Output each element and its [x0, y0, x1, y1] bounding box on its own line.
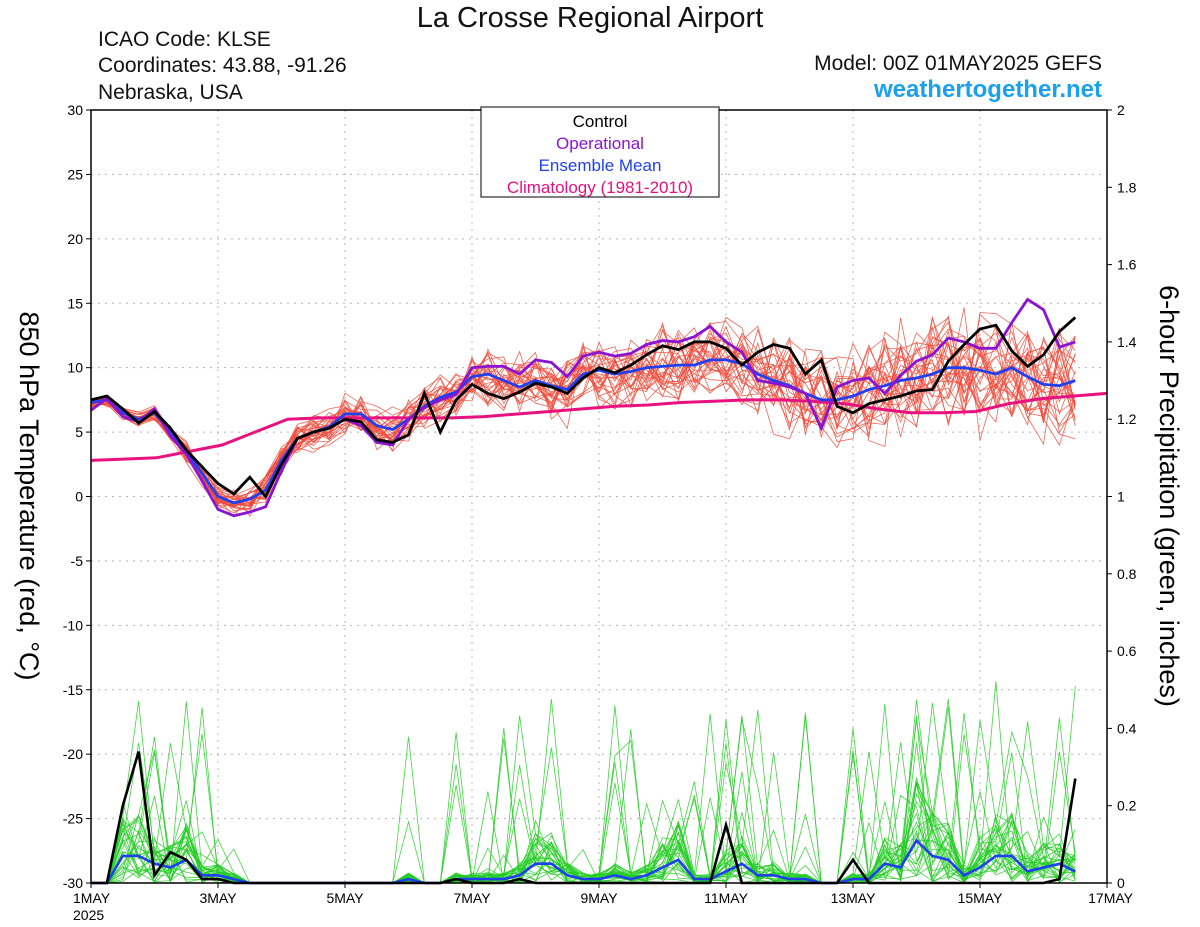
temperature-member-line: [90, 338, 1076, 508]
precipitation-member-line: [91, 752, 1076, 884]
left-axis-tick-label: 10: [67, 360, 83, 376]
x-axis-tick-label: 3MAY: [199, 890, 237, 906]
right-axis-tick-label: 1.4: [1117, 334, 1137, 350]
x-axis-tick-label: 9MAY: [580, 890, 618, 906]
left-axis-title: 850 hPa Temperature (red, °C): [14, 312, 44, 681]
left-axis-tick-label: -30: [63, 875, 83, 891]
precipitation-member-line: [91, 751, 1076, 884]
right-axis-tick-label: 0.4: [1117, 720, 1137, 736]
legend-entry: Climatology (1981-2010): [507, 178, 693, 197]
left-axis-tick-label: -10: [63, 617, 83, 633]
left-axis-tick-label: -25: [63, 811, 83, 827]
temp-operational-line: [90, 297, 1076, 518]
right-axis-tick-label: 1: [1117, 489, 1125, 505]
left-axis-tick-label: 15: [67, 295, 83, 311]
x-axis-tick-label: 13MAY: [831, 890, 877, 906]
location: Nebraska, USA: [98, 81, 243, 104]
right-axis-tick-label: 0: [1117, 875, 1125, 891]
right-axis-tick-label: 1.2: [1117, 411, 1137, 427]
website-link[interactable]: weathertogether.net: [873, 76, 1102, 103]
temperature-member-line: [90, 336, 1076, 499]
precipitation-member-line: [91, 734, 1076, 884]
temperature-member-line: [90, 347, 1076, 506]
left-axis-tick-label: -15: [63, 682, 83, 698]
right-axis-tick-label: 0.2: [1117, 798, 1137, 814]
right-axis-tick-label: 0.8: [1117, 566, 1137, 582]
temperature-member-line: [90, 334, 1076, 506]
left-axis-tick-label: 30: [67, 102, 83, 118]
left-axis-tick-label: 0: [75, 489, 83, 505]
left-axis-tick-label: 20: [67, 231, 83, 247]
x-axis-tick-label: 5MAY: [326, 890, 364, 906]
left-axis-tick-label: 25: [67, 166, 83, 182]
precip-control-line: [91, 751, 1077, 885]
x-axis-tick-label: 7MAY: [453, 890, 491, 906]
right-axis-tick-label: 0.6: [1117, 643, 1137, 659]
x-axis-tick-label: 17MAY: [1088, 890, 1134, 906]
right-axis-tick-label: 1.8: [1117, 179, 1137, 195]
model-run: Model: 00Z 01MAY2025 GEFS: [814, 52, 1102, 75]
precipitation-member-line: [91, 752, 1076, 884]
x-axis-tick-label: 11MAY: [704, 890, 748, 906]
x-axis-year-label: 2025: [73, 907, 104, 923]
temp-control-line: [90, 316, 1077, 500]
x-axis-tick-label: 1MAY: [73, 890, 111, 906]
temp-ensemble-mean-line: [90, 358, 1076, 505]
left-axis-tick-label: -20: [63, 746, 83, 762]
chart-title: La Crosse Regional Airport: [416, 2, 764, 34]
climatology-line: [90, 391, 1108, 462]
temperature-member-line: [90, 333, 1076, 514]
left-axis-tick-label: -5: [71, 553, 84, 569]
legend-entry: Operational: [556, 134, 644, 153]
temperature-member-line: [90, 317, 1076, 513]
coordinates: Coordinates: 43.88, -91.26: [98, 54, 347, 77]
legend-entry: Control: [573, 112, 628, 131]
temperature-member-line: [90, 335, 1076, 505]
axes: -30-25-20-15-10-505101520253000.20.40.60…: [14, 102, 1184, 923]
icao-code: ICAO Code: KLSE: [98, 28, 271, 51]
right-axis-tick-label: 1.6: [1117, 257, 1137, 273]
precipitation-member-line: [91, 738, 1076, 884]
x-axis-tick-label: 15MAY: [958, 890, 1004, 906]
right-axis-tick-label: 2: [1117, 102, 1125, 118]
legend-box: [480, 106, 720, 198]
precipitation-member-line: [91, 699, 1076, 884]
left-axis-tick-label: 5: [75, 424, 83, 440]
legend: Control Operational Ensemble Mean Climatolo…: [480, 106, 720, 198]
temperature-member-line: [90, 334, 1076, 509]
legend-entry: Ensemble Mean: [539, 156, 662, 175]
precipitation-member-line: [91, 732, 1076, 884]
right-axis-title: 6-hour Precipitation (green, inches): [1154, 285, 1184, 707]
